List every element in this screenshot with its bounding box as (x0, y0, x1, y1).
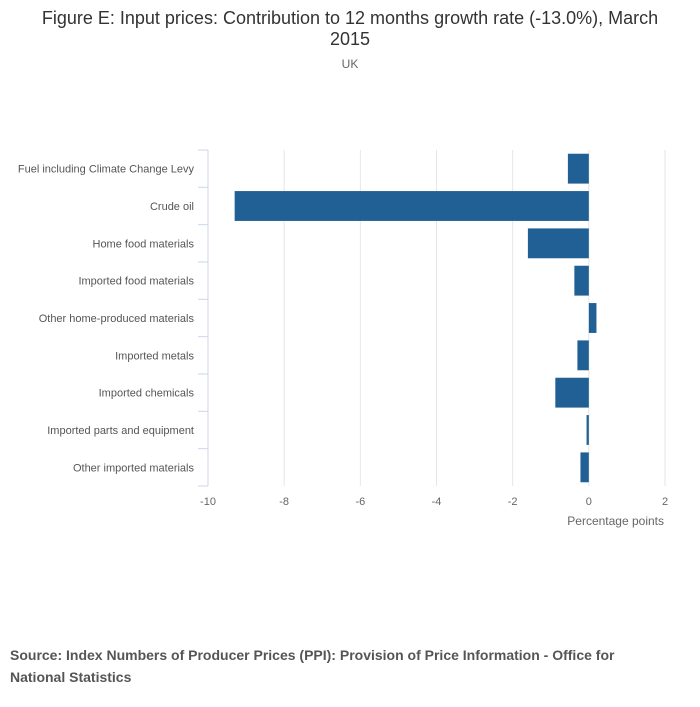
bars (234, 153, 597, 483)
x-tick-label: 2 (662, 496, 668, 508)
chart-subtitle: UK (341, 57, 359, 71)
bar-chart: Fuel including Climate Change Levy Crude … (18, 149, 668, 528)
bar[interactable] (588, 303, 597, 333)
x-tick-label: -6 (355, 496, 365, 508)
bar[interactable] (580, 452, 589, 483)
value-axis: -10 -8 -6 -4 -2 0 2 (200, 496, 668, 508)
x-tick-label: -8 (279, 496, 289, 508)
category-label: Other home-produced materials (39, 313, 195, 325)
category-label: Fuel including Climate Change Levy (18, 164, 195, 176)
category-label: Crude oil (150, 201, 194, 213)
bar[interactable] (555, 377, 589, 408)
chart-title: Figure E: Input prices: Contribution to … (41, 8, 659, 49)
bar[interactable] (574, 265, 589, 296)
category-label: Other imported materials (73, 462, 195, 474)
category-axis: Fuel including Climate Change Levy Crude … (18, 149, 209, 487)
bar[interactable] (577, 340, 589, 371)
category-label: Imported chemicals (99, 388, 195, 400)
x-tick-label: -4 (432, 496, 442, 508)
x-tick-label: -10 (200, 496, 216, 508)
category-label: Home food materials (93, 238, 195, 250)
x-tick-label: -2 (508, 496, 518, 508)
x-tick-label: 0 (586, 496, 592, 508)
bar[interactable] (567, 153, 589, 184)
x-axis-title: Percentage points (567, 514, 664, 528)
source-note: Source: Index Numbers of Producer Prices… (10, 647, 615, 685)
bar[interactable] (527, 228, 589, 259)
category-label: Imported parts and equipment (47, 425, 194, 437)
bar[interactable] (586, 415, 589, 445)
bar[interactable] (234, 191, 589, 221)
category-label: Imported food materials (78, 276, 194, 288)
category-label: Imported metals (115, 350, 194, 362)
